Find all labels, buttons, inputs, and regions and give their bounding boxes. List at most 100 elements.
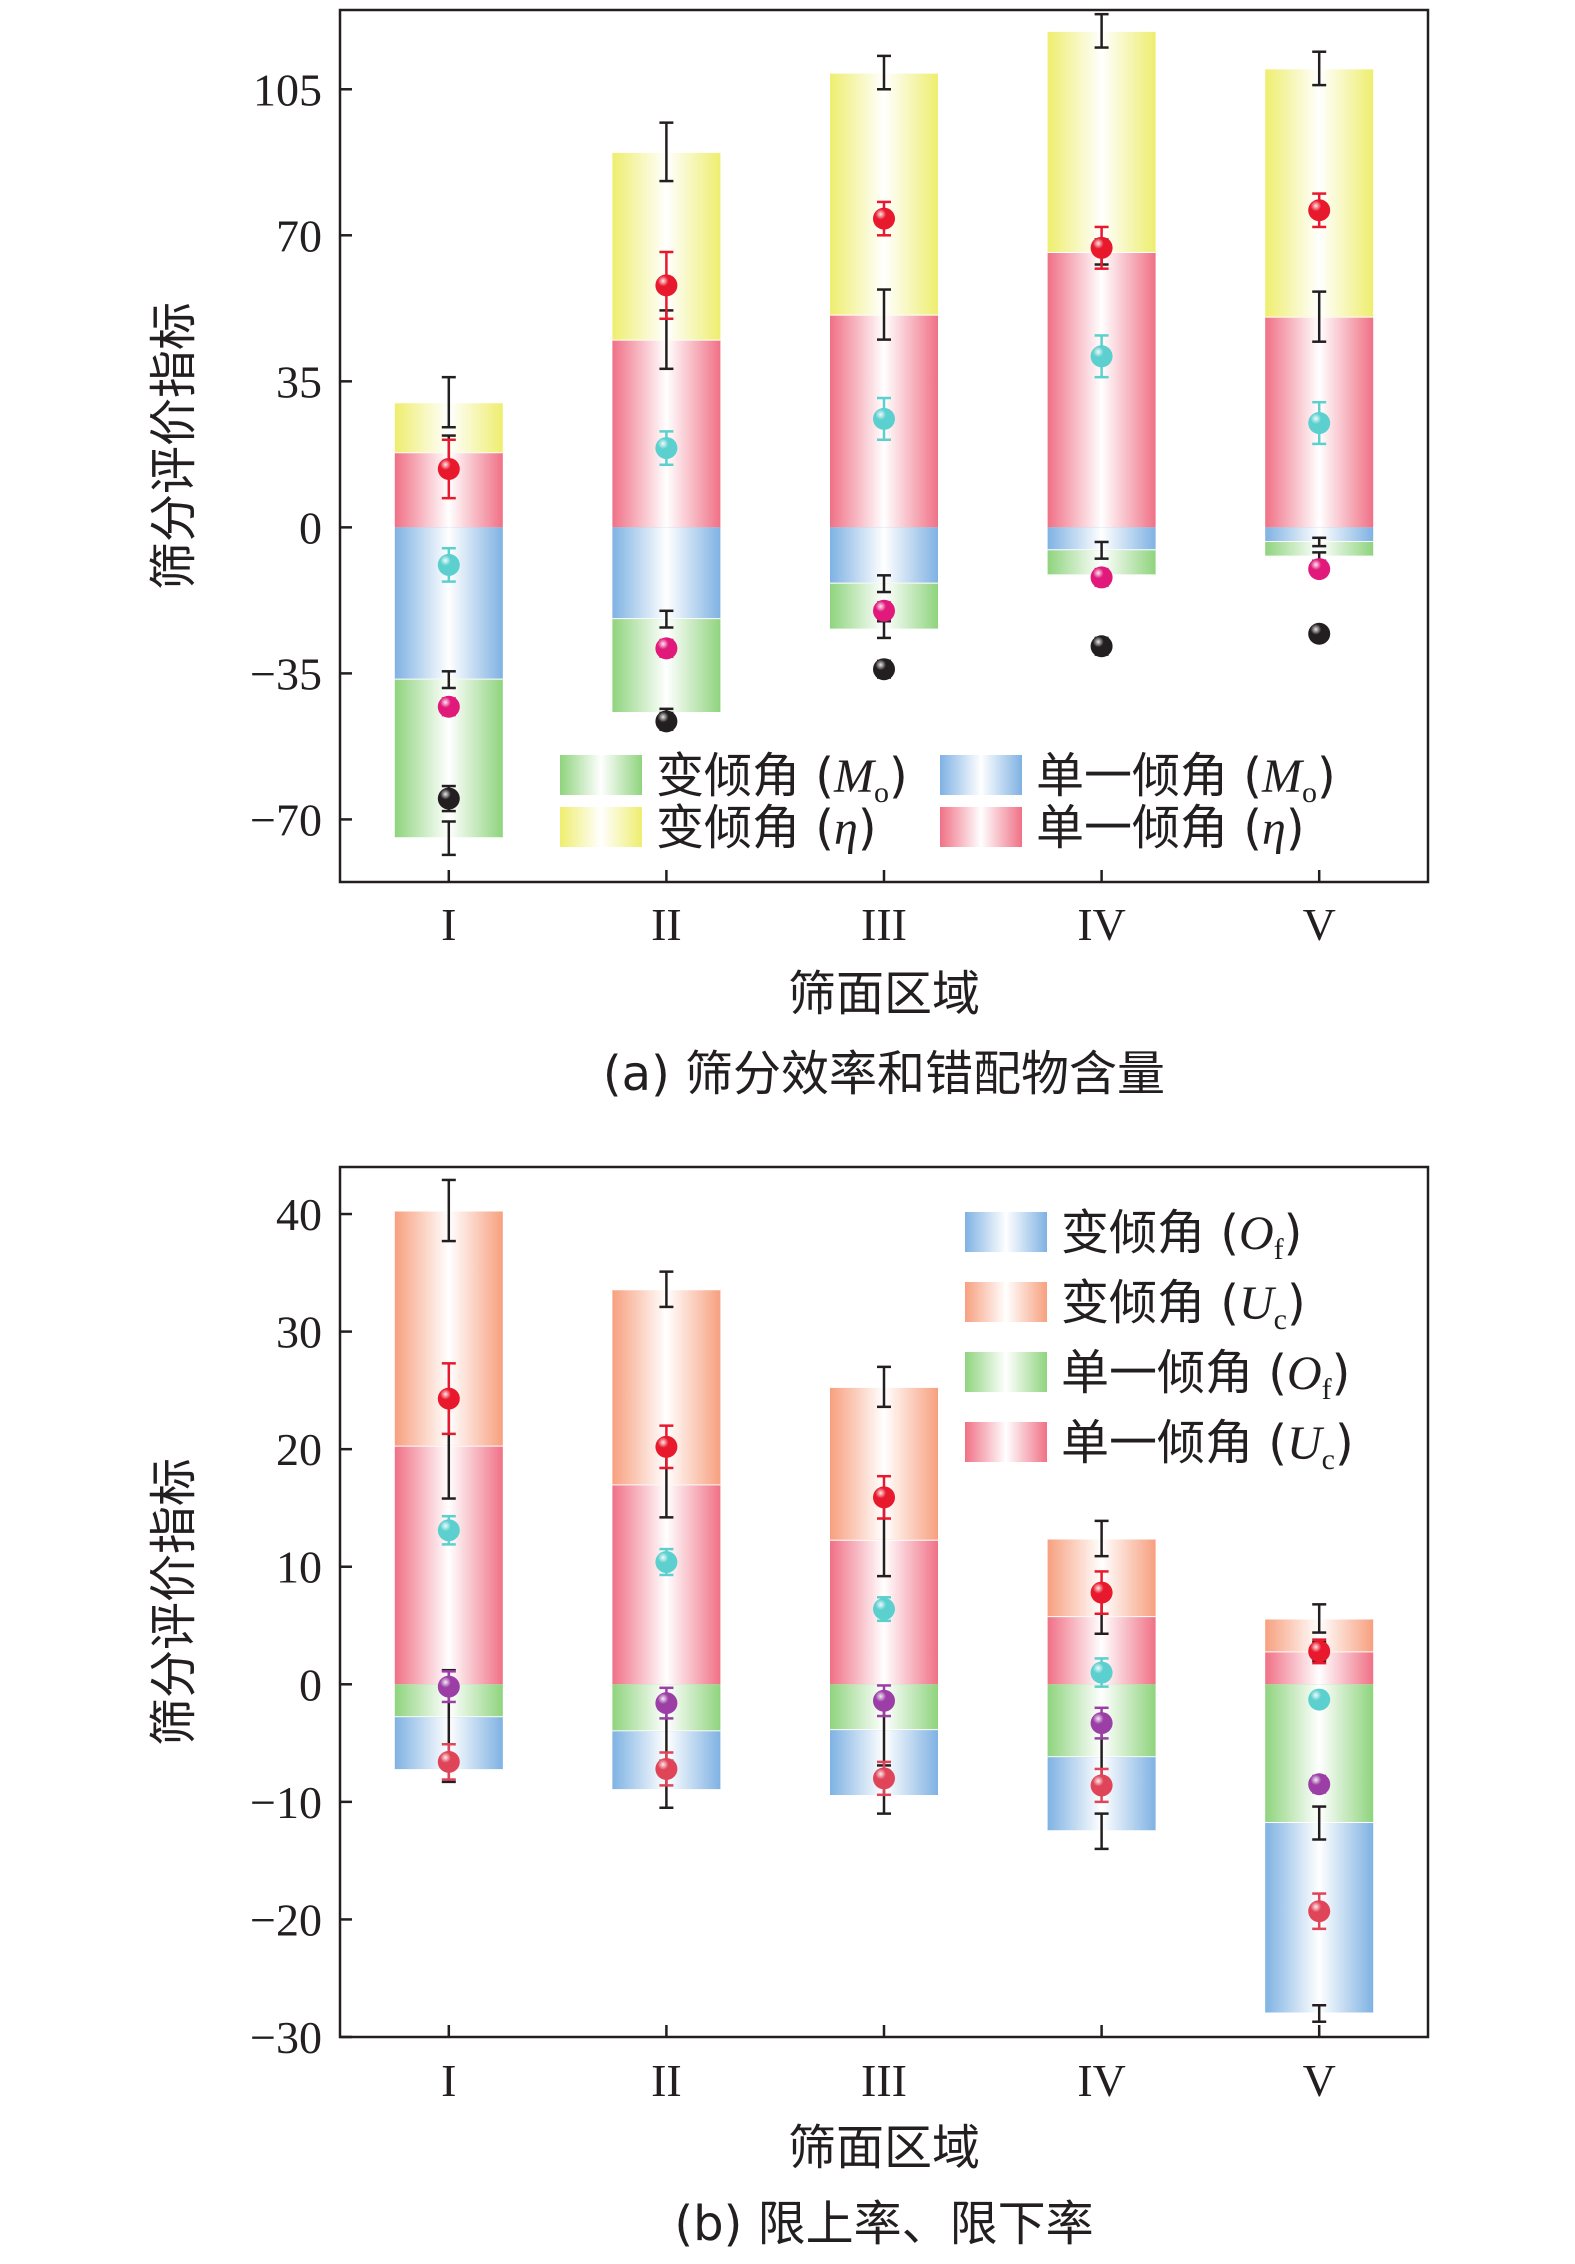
panel-a-legend-label-seta: 单一倾角 (η) — [1036, 800, 1305, 856]
panel-b-point-shine — [873, 1486, 895, 1509]
panel-a-y-axis: −70 −35 0 35 70 105 — [250, 64, 352, 845]
panel-a-x-tick-label: III — [861, 899, 907, 950]
panel-a-legend-label-smo: 单一倾角 (Mo) — [1036, 748, 1336, 809]
panel-b-legend-label-suc: 单一倾角 (Uc) — [1061, 1415, 1354, 1476]
panel-b-point-shine — [1090, 1661, 1113, 1684]
panel-a-point-shine — [1090, 236, 1113, 259]
panel-b-point-shine — [873, 1767, 895, 1790]
panel-a-point-shine — [437, 787, 460, 810]
panel-a-bar-highlight — [612, 527, 721, 620]
panel-a-point-shine — [1308, 199, 1331, 222]
panel-a-bar-highlight — [1047, 251, 1156, 528]
panel-b-point-shine — [1308, 1640, 1331, 1663]
panel-b-point-shine — [1090, 1712, 1113, 1735]
panel-b-legend-swatch-highlight — [965, 1212, 1047, 1252]
panel-b-point-shine — [1308, 1773, 1331, 1796]
panel-b-point-shine — [437, 1750, 460, 1773]
panel-a-legend-swatch-highlight — [560, 755, 642, 795]
panel-b-y-tick-label: −10 — [250, 1777, 322, 1828]
panel-b-point-shine — [1090, 1774, 1113, 1797]
panel-a-point-shine — [655, 710, 678, 733]
panel-b-y-tick-label: 30 — [276, 1307, 322, 1358]
panel-b-x-tick-label: I — [441, 2055, 456, 2106]
panel-a-legend: 变倾角 (Mo)变倾角 (η) 单一倾角 (Mo)单一倾角 (η) — [560, 748, 1336, 856]
panel-a-point-shine — [437, 695, 460, 718]
panel-a-x-axis: I II III IV V — [441, 870, 1336, 950]
panel-b-point-shine — [437, 1675, 460, 1698]
panel-a-legend-swatch-highlight — [940, 807, 1022, 847]
panel-a-legend-swatch-highlight — [940, 755, 1022, 795]
panel-a-point-shine — [655, 274, 678, 297]
panel-a-x-tick-label: II — [651, 899, 682, 950]
panel-b-y-axis: −30 −20 −10 0 10 20 30 40 — [250, 1189, 352, 2063]
panel-b-point-shine — [655, 1551, 678, 1574]
panel-a-point-shine — [873, 207, 895, 230]
panel-a-bar-highlight — [612, 619, 721, 714]
panel-b-y-tick-label: −20 — [250, 1894, 322, 1945]
panel-b-point-shine — [655, 1435, 678, 1458]
panel-b-legend: 变倾角 (Of) 变倾角 (Uc) 单一倾角 (Of) 单一倾角 (Uc) — [965, 1205, 1354, 1476]
panel-b-legend-label-vuc: 变倾角 (Uc) — [1061, 1275, 1306, 1336]
panel-b-point-shine — [1308, 1688, 1331, 1711]
panel-b-point-shine — [655, 1692, 678, 1715]
panel-a-y-tick-label: 105 — [253, 64, 322, 115]
panel-b-y-tick-label: 0 — [299, 1659, 322, 1710]
panel-a-x-tick-label: V — [1303, 899, 1336, 950]
panel-b-point-shine — [873, 1598, 895, 1621]
panel-a-point-shine — [873, 599, 895, 622]
panel-a-y-tick-label: −35 — [250, 648, 322, 699]
panel-a-legend-label-vmo: 变倾角 (Mo) — [656, 748, 908, 809]
panel-a-point-shine — [1090, 345, 1113, 368]
panel-b-y-tick-label: −30 — [250, 2012, 322, 2063]
panel-b-caption: (b) 限上率、限下率 — [674, 2196, 1093, 2252]
panel-a-point-shine — [1090, 635, 1113, 658]
panel-a-y-label: 筛分评价指标 — [146, 302, 202, 590]
panel-a-y-tick-label: 0 — [299, 502, 322, 553]
panel-a-point-shine — [873, 658, 895, 681]
panel-b-legend-swatch-highlight — [965, 1352, 1047, 1392]
panel-a-x-tick-label: IV — [1077, 899, 1126, 950]
panel-a-point-shine — [437, 553, 460, 576]
panel-a-point-shine — [1308, 558, 1331, 581]
panel-b-point-shine — [1090, 1581, 1113, 1604]
panel-b-x-axis: I II III IV V — [441, 2025, 1336, 2106]
panel-b-x-tick-label: II — [651, 2055, 682, 2106]
panel-b-point-shine — [437, 1519, 460, 1542]
panel-a-point-shine — [1308, 622, 1331, 645]
panel-a-point-shine — [1090, 566, 1113, 589]
panel-a-point-shine — [1308, 412, 1331, 435]
panel-b-y-tick-label: 10 — [276, 1542, 322, 1593]
panel-b-points — [437, 1362, 1331, 1931]
panel-a-legend-swatch-highlight — [560, 807, 642, 847]
panel-b-point-shine — [873, 1689, 895, 1712]
panel-a-points — [437, 192, 1331, 813]
panel-a-y-tick-label: 35 — [276, 356, 322, 407]
panel-b-point-shine — [655, 1757, 678, 1780]
panel-a-legend-label-veta: 变倾角 (η) — [656, 800, 877, 856]
panel-b-legend-label-sof: 单一倾角 (Of) — [1061, 1345, 1350, 1406]
panel-a-bar-highlight — [1265, 541, 1374, 557]
panel-b-x-tick-label: V — [1303, 2055, 1336, 2106]
panel-a-point-shine — [437, 457, 460, 480]
panel-a-bar-highlight — [1265, 527, 1374, 542]
panel-b-legend-label-vof: 变倾角 (Of) — [1061, 1205, 1302, 1266]
panel-a-point-shine — [873, 407, 895, 430]
panel-b-x-tick-label: III — [861, 2055, 907, 2106]
panel-b-x-label: 筛面区域 — [788, 2120, 980, 2176]
panel-a-bars — [394, 29, 1374, 840]
panel-a-point-shine — [655, 637, 678, 660]
panel-a-y-tick-label: −70 — [250, 794, 322, 845]
panel-a-bar-highlight — [1047, 30, 1156, 252]
panel-a-y-tick-label: 70 — [276, 210, 322, 261]
panel-a-caption: (a) 筛分效率和错配物含量 — [603, 1046, 1165, 1102]
panel-a-point-shine — [655, 437, 678, 460]
panel-b-x-tick-label: IV — [1077, 2055, 1126, 2106]
panel-a-bar-highlight — [830, 72, 938, 315]
panel-b-y-tick-label: 40 — [276, 1189, 322, 1240]
panel-b-y-label: 筛分评价指标 — [146, 1458, 202, 1746]
panel-b-point-shine — [1308, 1900, 1331, 1923]
panel-b-y-tick-label: 20 — [276, 1424, 322, 1475]
